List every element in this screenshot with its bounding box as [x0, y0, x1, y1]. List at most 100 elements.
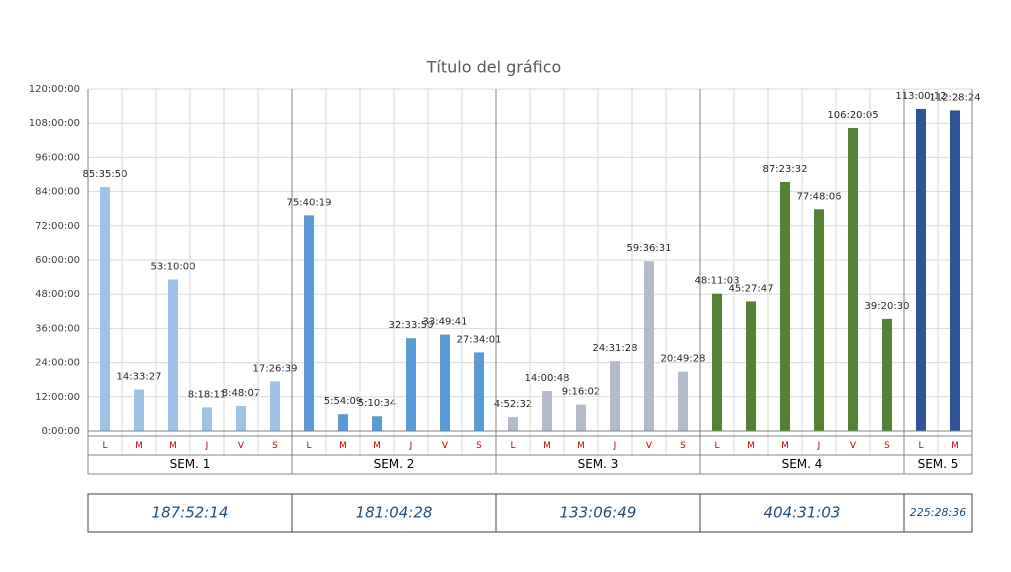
value-label: 4:52:32 — [494, 399, 533, 410]
bar — [780, 181, 790, 431]
y-tick-label: 36:00:00 — [35, 323, 80, 334]
bar — [338, 414, 348, 431]
value-label: 33:49:41 — [423, 317, 468, 328]
value-label: 17:26:39 — [253, 363, 298, 374]
value-label: 9:16:02 — [562, 387, 601, 398]
y-tick-label: 120:00:00 — [29, 84, 80, 95]
value-label: 8:18:11 — [188, 389, 227, 400]
total-value: 225:28:36 — [910, 506, 966, 519]
category-label: M — [169, 441, 177, 451]
bar — [202, 407, 212, 431]
category-label: M — [373, 441, 381, 451]
chart-title: Título del gráfico — [426, 58, 562, 77]
value-label: 48:11:03 — [695, 276, 740, 287]
y-tick-label: 84:00:00 — [35, 187, 80, 198]
y-tick-label: 48:00:00 — [35, 289, 80, 300]
bar — [100, 187, 110, 431]
category-label: S — [272, 441, 278, 451]
value-label: 5:54:09 — [324, 396, 363, 407]
category-label: M — [339, 441, 347, 451]
total-cell — [903, 493, 973, 533]
total-value: 181:04:28 — [356, 504, 433, 522]
value-label: 14:33:27 — [117, 372, 162, 383]
bar — [848, 127, 858, 431]
category-label: V — [442, 441, 449, 451]
value-label: 106:20:05 — [827, 110, 878, 121]
bar — [882, 318, 892, 431]
bar — [610, 361, 620, 431]
week-label: SEM. 3 — [578, 457, 619, 471]
bar — [814, 209, 824, 431]
bar — [508, 417, 518, 431]
bar — [542, 391, 552, 431]
value-label: 5:10:34 — [358, 398, 397, 409]
value-label: 39:20:30 — [865, 301, 910, 312]
category-label: M — [747, 441, 755, 451]
bar — [270, 381, 280, 431]
value-label: 87:23:32 — [763, 164, 808, 175]
bar — [916, 108, 926, 432]
category-label: V — [850, 441, 857, 451]
category-label: M — [577, 441, 585, 451]
category-label: L — [102, 441, 107, 451]
week-label: SEM. 4 — [782, 457, 823, 471]
value-label: 27:34:01 — [457, 334, 502, 345]
bar — [440, 334, 450, 431]
y-tick-label: 72:00:00 — [35, 221, 80, 232]
bar — [644, 261, 654, 431]
category-label: V — [238, 441, 245, 451]
category-label: L — [918, 441, 923, 451]
category-label: M — [781, 441, 789, 451]
bar — [950, 110, 960, 432]
bar — [304, 215, 314, 431]
value-label: 20:49:28 — [661, 354, 706, 365]
category-label: J — [205, 441, 209, 451]
y-tick-label: 108:00:00 — [29, 118, 80, 129]
value-label: 113:00:12 — [895, 91, 946, 102]
week-label: SEM. 5 — [918, 457, 959, 471]
value-label: 85:35:50 — [83, 169, 128, 180]
value-label: 14:00:48 — [525, 373, 570, 384]
y-tick-label: 60:00:00 — [35, 255, 80, 266]
bar — [236, 405, 246, 431]
category-label: S — [476, 441, 482, 451]
total-value: 133:06:49 — [560, 504, 637, 522]
bar — [712, 293, 722, 431]
week-label: SEM. 1 — [170, 457, 211, 471]
category-label: M — [135, 441, 143, 451]
value-label: 45:27:47 — [729, 283, 774, 294]
bar — [134, 389, 144, 431]
y-tick-label: 96:00:00 — [35, 152, 80, 163]
category-label: M — [951, 441, 959, 451]
category-label: S — [884, 441, 890, 451]
category-label: J — [817, 441, 821, 451]
bar — [372, 416, 382, 431]
bar — [746, 301, 756, 431]
category-label: J — [613, 441, 617, 451]
value-label: 59:36:31 — [627, 243, 672, 254]
bar — [576, 404, 586, 431]
value-label: 77:48:06 — [797, 191, 842, 202]
y-tick-label: 24:00:00 — [35, 358, 80, 369]
y-tick-label: 12:00:00 — [35, 392, 80, 403]
value-label: 8:48:07 — [222, 388, 261, 399]
value-label: 112:28:24 — [929, 92, 980, 103]
bar — [406, 338, 416, 431]
category-label: J — [409, 441, 413, 451]
value-label: 32:33:50 — [389, 320, 434, 331]
value-label: 75:40:19 — [287, 197, 332, 208]
bar — [168, 279, 178, 431]
category-label: L — [510, 441, 515, 451]
bar — [678, 371, 688, 431]
y-tick-label: 0:00:00 — [41, 426, 80, 437]
total-value: 404:31:03 — [764, 504, 841, 522]
category-label: S — [680, 441, 686, 451]
total-value: 187:52:14 — [152, 504, 229, 522]
value-label: 24:31:28 — [593, 343, 638, 354]
week-label: SEM. 2 — [374, 457, 415, 471]
category-label: V — [646, 441, 653, 451]
category-label: M — [543, 441, 551, 451]
bar — [474, 352, 484, 431]
value-label: 53:10:00 — [151, 261, 196, 272]
